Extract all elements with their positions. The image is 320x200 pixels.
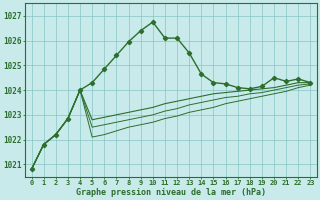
X-axis label: Graphe pression niveau de la mer (hPa): Graphe pression niveau de la mer (hPa) bbox=[76, 188, 266, 197]
